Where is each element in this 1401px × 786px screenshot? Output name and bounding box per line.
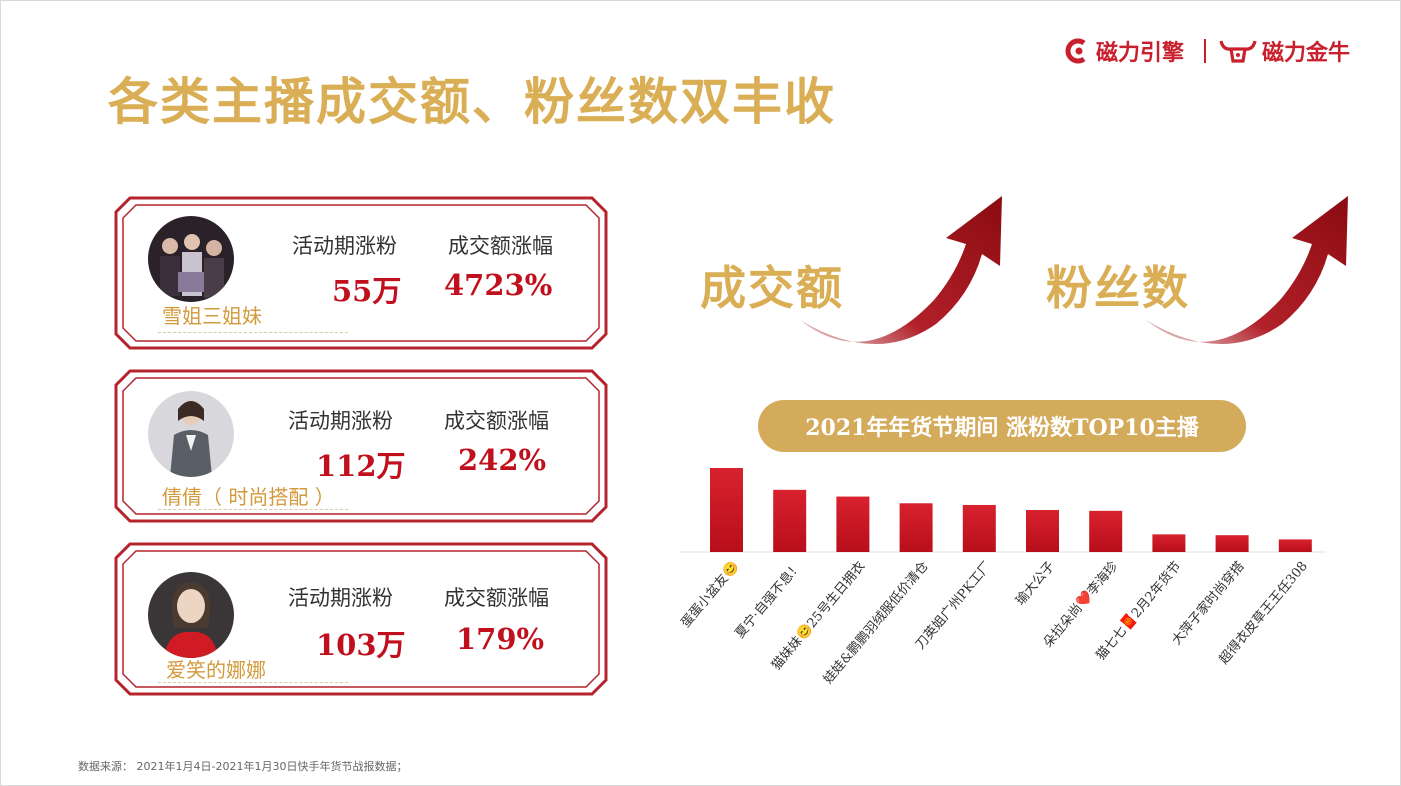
sales-label: 成交额涨幅 [444, 409, 549, 433]
page-title: 各类主播成交额、粉丝数双丰收 [108, 73, 836, 131]
chart-title: 2021年年货节期间 涨粉数TOP10主播 [758, 400, 1246, 452]
bar-7 [1089, 510, 1123, 552]
logo-divider [1204, 39, 1206, 63]
logo-cili-yinqing: 磁力引擎 [1062, 34, 1184, 68]
fans-value: 112万 [316, 449, 406, 483]
category-label-1: 蛋蛋小盆友😊 [678, 558, 742, 630]
bar-3 [836, 496, 870, 552]
bar-4 [899, 503, 933, 552]
category-label-6: 瑜大公子 [1013, 559, 1058, 608]
sales-label: 成交额涨幅 [444, 586, 549, 610]
growth-arrow-icon [800, 196, 1002, 345]
card-frame [114, 542, 608, 696]
highlight-fans-label: 粉丝数 [1046, 261, 1190, 315]
sales-value: 4723% [444, 268, 553, 302]
name-underline [158, 682, 348, 683]
card-frame [114, 369, 608, 523]
logo2-text: 磁力金牛 [1262, 41, 1351, 66]
streamer-card-2: 倩倩（ 时尚搭配 ） 活动期涨粉 成交额涨幅 112万 242% [114, 369, 608, 523]
bar-9 [1215, 535, 1249, 552]
top10-bar-chart: 蛋蛋小盆友😊夏宁·自强不息！猫妹妹😊25号生日拥衣娃娃&鹏鹏羽绒服低价清仓刀英姐… [678, 468, 1326, 687]
logo-cili-jinniu: 磁力金牛 [1218, 34, 1350, 68]
sales-label: 成交额涨幅 [448, 234, 553, 258]
highlight-sales-label: 成交额 [700, 261, 844, 315]
data-source-note: 数据来源： 2021年1月4日-2021年1月30日快手年货节战报数据； [78, 760, 408, 773]
bar-5 [962, 504, 996, 552]
bull-icon [1219, 40, 1257, 63]
avatar [148, 391, 234, 477]
bar-1 [710, 468, 743, 552]
bar-8 [1152, 534, 1186, 552]
streamer-card-1: 雪姐三姐妹 活动期涨粉 成交额涨幅 55万 4723% [114, 196, 608, 350]
name-underline [158, 332, 348, 333]
streamer-name: 雪姐三姐妹 [162, 304, 262, 328]
fans-label: 活动期涨粉 [288, 586, 393, 610]
fans-label: 活动期涨粉 [292, 234, 397, 258]
streamer-card-3: 爱笑的娜娜 活动期涨粉 成交额涨幅 103万 179% [114, 542, 608, 696]
avatar [148, 572, 234, 658]
avatar [148, 216, 234, 302]
bar-10 [1278, 539, 1312, 552]
growth-arrow-icon [1146, 196, 1348, 345]
category-label-2: 夏宁·自强不息！ [732, 558, 805, 641]
logo1-text: 磁力引擎 [1096, 41, 1185, 66]
fans-label: 活动期涨粉 [288, 409, 393, 433]
sales-value: 179% [456, 622, 545, 656]
cili-yinqing-icon [1065, 38, 1086, 64]
fans-value: 103万 [316, 628, 406, 662]
category-label-4: 娃娃&鹏鹏羽绒服低价清仓 [821, 559, 932, 687]
bar-6 [1026, 510, 1059, 552]
card-frame [114, 196, 608, 350]
bar-2 [773, 489, 807, 552]
sales-value: 242% [458, 443, 547, 477]
streamer-name: 爱笑的娜娜 [166, 658, 266, 682]
streamer-name: 倩倩（ 时尚搭配 ） [162, 485, 335, 509]
name-underline [158, 509, 348, 510]
fans-value: 55万 [332, 274, 402, 308]
